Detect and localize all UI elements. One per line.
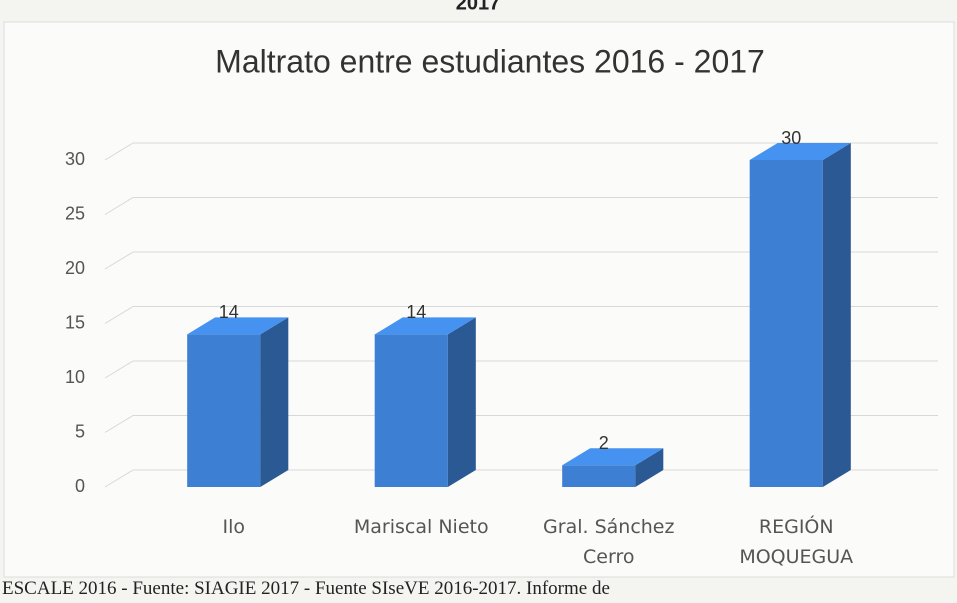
value-label: 30 xyxy=(781,128,801,148)
grid-line xyxy=(104,197,134,215)
y-tick-label: 10 xyxy=(65,367,85,387)
x-tick-label: Gral. Sánchez Cerro xyxy=(543,516,675,568)
grid-line xyxy=(104,415,134,433)
header-fragment: 2017 xyxy=(456,0,501,14)
bar-top xyxy=(749,143,851,160)
bar-side xyxy=(822,143,851,487)
bar-front xyxy=(187,334,261,487)
grid-line xyxy=(104,142,134,161)
y-tick-label: 30 xyxy=(65,149,85,169)
x-tick-label: REGIÓN MOQUEGUA xyxy=(739,516,854,568)
x-tick-label: Mariscal Nieto xyxy=(353,516,489,538)
grid-line xyxy=(104,306,134,324)
chart-title: Maltrato entre estudiantes 2016 - 2017 xyxy=(215,43,765,79)
bar-top xyxy=(562,448,664,466)
footer: ESCALE 2016 - Fuente: SIAGIE 2017 - Fuen… xyxy=(2,578,610,599)
bar-side xyxy=(447,317,476,487)
grid-line xyxy=(104,469,134,488)
bar-front xyxy=(562,465,636,487)
bar-top xyxy=(374,317,476,335)
bar-front xyxy=(749,160,823,487)
y-tick-label: 0 xyxy=(75,476,85,496)
value-label: 14 xyxy=(219,302,239,322)
value-label: 2 xyxy=(599,433,609,453)
y-tick-label: 25 xyxy=(65,203,85,223)
x-tick-label: Ilo xyxy=(222,516,245,538)
bar-side xyxy=(635,448,664,487)
value-label: 14 xyxy=(406,302,426,322)
y-tick-label: 5 xyxy=(75,421,85,441)
bar-front xyxy=(374,334,448,487)
grid-line xyxy=(104,360,134,379)
y-tick-label: 20 xyxy=(65,258,85,278)
y-tick-label: 15 xyxy=(65,312,85,332)
bar-side xyxy=(260,317,289,487)
bar-top xyxy=(187,317,289,335)
grid-line xyxy=(104,251,134,270)
